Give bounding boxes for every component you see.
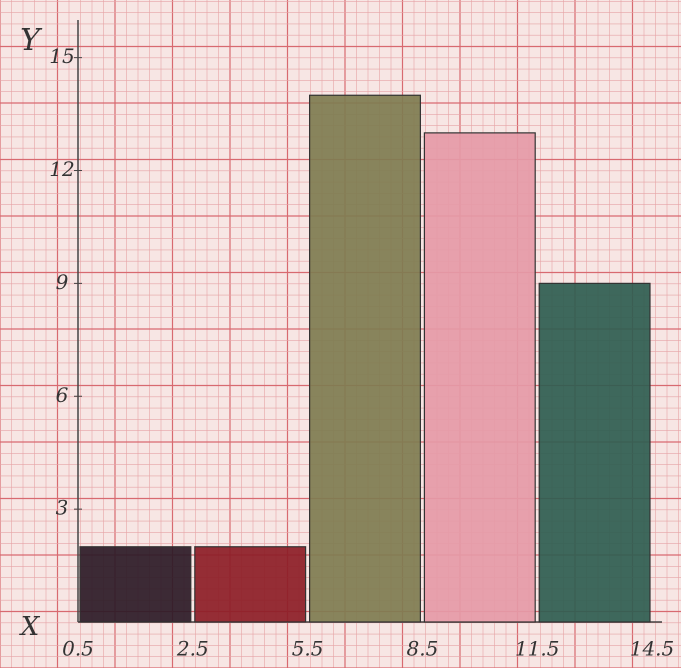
x-tick-label: 14.5: [630, 637, 675, 661]
x-tick-label: 8.5: [406, 637, 438, 661]
bar: [80, 547, 191, 622]
bar: [539, 283, 650, 622]
x-tick-label: 0.5: [62, 637, 94, 661]
y-tick-label: 3: [56, 496, 69, 520]
y-tick-label: 9: [56, 270, 69, 294]
bar: [195, 547, 306, 622]
bar: [310, 95, 421, 622]
x-axis-label: X: [19, 612, 41, 642]
x-tick-label: 11.5: [515, 637, 560, 661]
y-axis-label: Y: [20, 23, 43, 58]
y-tick-label: 12: [49, 157, 74, 181]
y-tick-label: 15: [49, 44, 74, 68]
x-tick-label: 2.5: [176, 637, 209, 661]
chart: Y X 3 6 9 12 15 0.5 2.5 5.5 8.5 11.5 14.5: [0, 0, 681, 668]
bar: [424, 133, 535, 622]
x-tick-label: 5.5: [292, 637, 324, 661]
y-tick-label: 6: [56, 383, 69, 407]
